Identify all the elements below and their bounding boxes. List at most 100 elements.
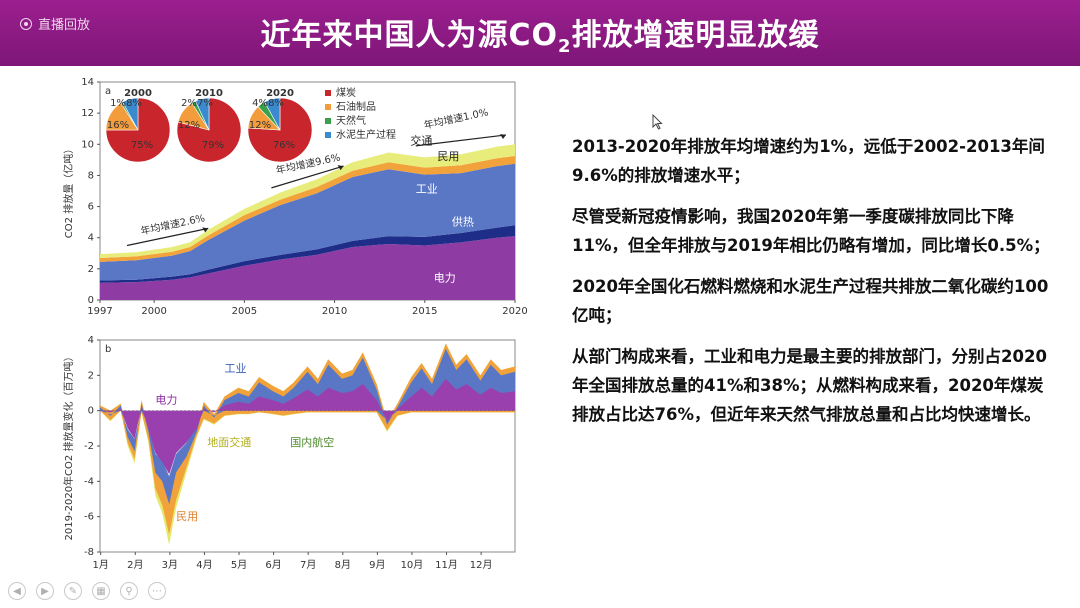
pie-legend-swatch (325, 104, 331, 110)
paragraph-2: 尽管受新冠疫情影响，我国2020年第一季度碳排放同比下降11%，但全年排放与20… (572, 207, 1050, 255)
y-tick-label-b: 2 (88, 370, 94, 381)
pie-year-label: 2020 (266, 88, 294, 99)
pie-value-label: 7% (197, 98, 213, 109)
trend-arrow-a (271, 165, 344, 189)
y-tick-label-a: 4 (88, 233, 94, 244)
paragraph-3: 2020年全国化石燃料燃烧和水泥生产过程共排放二氧化碳约100亿吨； (572, 277, 1049, 325)
figure-a-emissions-chart: 0 2 4 6 8 10 12 14 1997 2000 2005 2010 2015 2020 CO2 排… (62, 77, 528, 317)
title-main: 近年来中国人为源CO (260, 18, 558, 53)
pie-year-label: 2000 (124, 88, 152, 99)
y-tick-label-b: -8 (84, 547, 94, 558)
y-tick-label-a: 0 (88, 295, 94, 306)
y-tick-label-a: 10 (81, 139, 94, 150)
x-tick-label-b: 5月 (231, 559, 247, 571)
previous-icon[interactable]: ◀ (8, 582, 26, 600)
x-tick-label-a: 2010 (322, 306, 347, 317)
x-tick-label-b: 4月 (196, 559, 212, 571)
pie-legend-swatch (325, 118, 331, 124)
y-tick-label-b: 4 (88, 335, 94, 346)
live-icon (20, 17, 32, 30)
x-tick-label-b: 10月 (401, 559, 424, 571)
y-tick-label-b: -6 (84, 512, 94, 523)
trend-arrow-a (126, 227, 209, 247)
x-tick-label-b: 6月 (265, 559, 281, 571)
y-tick-label-a: 2 (88, 264, 94, 275)
pie-value-label: 79% (202, 140, 224, 151)
y-tick-label-a: 8 (88, 170, 94, 181)
title-tail: 排放增速明显放缓 (571, 18, 820, 53)
pie-slice (105, 97, 171, 163)
series-label-b: 电力 (155, 394, 177, 407)
series-label-b: 工业 (225, 362, 247, 375)
trend-arrow-a (415, 134, 507, 147)
x-tick-label-a: 2000 (141, 306, 166, 317)
series-label-b: 民用 (176, 510, 198, 523)
next-icon[interactable]: ▶ (36, 582, 54, 600)
x-tick-label-b: 9月 (369, 559, 385, 571)
area-series-2 (100, 163, 515, 281)
pie-value-label: 8% (126, 98, 142, 109)
area-series-4 (100, 144, 515, 258)
trend-arrowhead-a (337, 165, 344, 171)
paragraph-4: 从部门构成来看，工业和电力是最主要的排放部门，分别占2020年全国排放总量的41… (572, 347, 1047, 424)
presentation-toolbar: ◀ ▶ ✎ ▦ ⚲ ⋯ (8, 582, 166, 600)
y-tick-label-b: 0 (88, 406, 94, 417)
pie-value-label: 76% (273, 140, 295, 151)
x-tick-label-b: 12月 (470, 559, 493, 571)
x-tick-label-a: 2020 (502, 306, 527, 317)
pie-value-label: 1% (110, 98, 126, 109)
y-axis-label-a: CO2 排放量（亿吨） (62, 144, 75, 238)
series-label-a: 民用 (437, 150, 459, 163)
series-label-a: 电力 (434, 271, 456, 284)
x-tick-label-b: 2月 (127, 559, 143, 571)
series-label-a: 交通 (410, 133, 432, 147)
pie-value-label: 75% (131, 140, 153, 151)
area-power-b (100, 378, 515, 475)
pie-legend-label: 石油制品 (336, 100, 376, 113)
cursor-icon (652, 114, 663, 130)
x-tick-label-b: 3月 (162, 559, 178, 571)
area-series-3 (100, 155, 515, 262)
pie-value-label: 2% (181, 98, 197, 109)
trend-arrowhead-a (499, 133, 506, 139)
pie-legend-swatch (325, 90, 331, 96)
panel-letter-a: a (105, 86, 111, 97)
pie-legend-label: 天然气 (336, 114, 366, 127)
live-replay-label: 直播回放 (38, 18, 91, 33)
more-icon[interactable]: ⋯ (148, 582, 166, 600)
pie-slice (264, 97, 281, 131)
slide-title: 近年来中国人为源CO2排放增速明显放缓 (0, 10, 1080, 57)
y-tick-label-b: -2 (84, 441, 94, 452)
x-tick-label-a: 2005 (232, 306, 257, 317)
series-label-a: 供热 (452, 214, 474, 228)
pie-value-label: 4% (252, 98, 268, 109)
slide-header: 直播回放 近年来中国人为源CO2排放增速明显放缓 (0, 0, 1080, 66)
pen-icon[interactable]: ✎ (64, 582, 82, 600)
pie-year-label: 2010 (195, 88, 223, 99)
pie-slice (122, 97, 139, 131)
live-replay-button[interactable]: 直播回放 (20, 14, 90, 33)
zoom-icon[interactable]: ⚲ (120, 582, 138, 600)
series-label-b: 地面交通 (207, 435, 251, 449)
y-tick-label-a: 14 (81, 77, 94, 88)
x-tick-label-b: 8月 (335, 559, 351, 571)
trend-arrowhead-a (202, 227, 209, 233)
area-industry-b (100, 348, 515, 505)
x-tick-label-b: 7月 (300, 559, 316, 571)
y-tick-label-a: 6 (88, 202, 94, 213)
pie-slice (194, 97, 210, 131)
y-axis-label-b: 2019-2020年CO2 排放量变化（百万吨） (62, 352, 75, 541)
pie-value-label: 8% (268, 98, 284, 109)
area-series-1 (100, 225, 515, 283)
x-tick-label-a: 2015 (412, 306, 437, 317)
pages-icon[interactable]: ▦ (92, 582, 110, 600)
pie-value-label: 12% (178, 120, 200, 131)
series-label-b: 国内航空 (290, 435, 334, 449)
pie-value-label: 16% (107, 120, 129, 131)
title-subscript: 2 (558, 36, 572, 57)
y-tick-label-b: -4 (84, 476, 94, 487)
paragraph-1: 2013-2020年排放年均增速约为1%，远低于2002-2013年间9.6%的… (572, 137, 1045, 185)
pie-value-label: 12% (249, 120, 271, 131)
pie-legend-swatch (325, 132, 331, 138)
x-tick-label-b: 11月 (435, 559, 458, 571)
